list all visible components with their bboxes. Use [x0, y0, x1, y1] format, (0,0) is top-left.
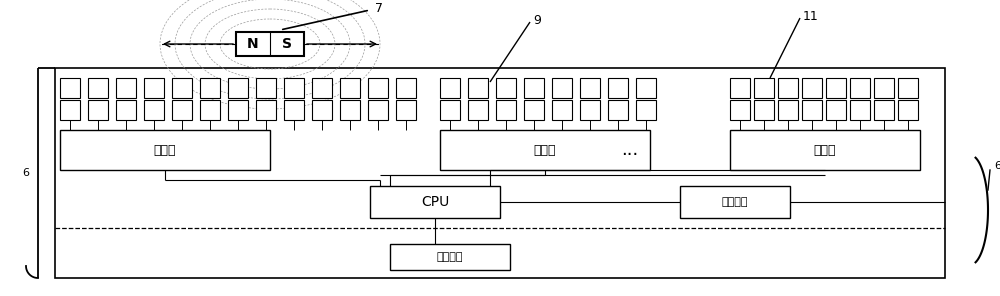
Bar: [580, 78, 600, 98]
Bar: [636, 100, 656, 120]
Bar: [552, 78, 572, 98]
Bar: [802, 100, 822, 120]
Bar: [116, 78, 136, 98]
Bar: [826, 78, 846, 98]
Bar: [802, 78, 822, 98]
Bar: [312, 100, 332, 120]
Bar: [60, 100, 80, 120]
Bar: [496, 100, 516, 120]
Bar: [826, 100, 846, 120]
Text: S: S: [282, 37, 292, 51]
Bar: [730, 100, 750, 120]
Text: 编码器: 编码器: [814, 144, 836, 157]
Text: 6: 6: [22, 168, 30, 178]
Bar: [368, 100, 388, 120]
Bar: [340, 100, 360, 120]
Text: 电源接口: 电源接口: [437, 252, 463, 262]
Bar: [200, 78, 220, 98]
Bar: [172, 78, 192, 98]
Text: 通讯接口: 通讯接口: [722, 197, 748, 207]
Bar: [552, 100, 572, 120]
Bar: [396, 100, 416, 120]
Bar: [874, 78, 894, 98]
Bar: [284, 100, 304, 120]
Bar: [608, 78, 628, 98]
Bar: [440, 100, 460, 120]
Bar: [172, 100, 192, 120]
Bar: [754, 78, 774, 98]
Bar: [636, 78, 656, 98]
Bar: [312, 78, 332, 98]
Bar: [396, 78, 416, 98]
Bar: [850, 78, 870, 98]
Text: 编码器: 编码器: [534, 144, 556, 157]
Text: 编码器: 编码器: [154, 144, 176, 157]
Bar: [88, 78, 108, 98]
Bar: [256, 78, 276, 98]
Bar: [116, 100, 136, 120]
Text: 9: 9: [533, 14, 541, 27]
Bar: [580, 100, 600, 120]
Bar: [778, 100, 798, 120]
Bar: [60, 130, 270, 170]
Text: 11: 11: [803, 9, 819, 22]
Text: 6: 6: [994, 161, 1000, 171]
Bar: [730, 130, 920, 170]
Bar: [55, 68, 945, 278]
Bar: [850, 100, 870, 120]
Bar: [730, 78, 750, 98]
Bar: [898, 78, 918, 98]
Bar: [608, 100, 628, 120]
Bar: [440, 130, 650, 170]
Bar: [898, 100, 918, 120]
Text: CPU: CPU: [421, 195, 449, 209]
Text: ...: ...: [621, 141, 639, 159]
Bar: [680, 186, 790, 218]
Bar: [390, 244, 510, 270]
Bar: [468, 78, 488, 98]
Bar: [874, 100, 894, 120]
Text: 7: 7: [375, 1, 383, 15]
Bar: [144, 78, 164, 98]
Bar: [440, 78, 460, 98]
Bar: [370, 186, 500, 218]
Bar: [524, 78, 544, 98]
Bar: [228, 78, 248, 98]
Bar: [60, 78, 80, 98]
Bar: [200, 100, 220, 120]
Bar: [524, 100, 544, 120]
Bar: [228, 100, 248, 120]
Text: N: N: [247, 37, 259, 51]
Bar: [778, 78, 798, 98]
Bar: [256, 100, 276, 120]
Bar: [368, 78, 388, 98]
Bar: [496, 78, 516, 98]
Bar: [468, 100, 488, 120]
Bar: [284, 78, 304, 98]
Bar: [88, 100, 108, 120]
Bar: [754, 100, 774, 120]
Bar: [340, 78, 360, 98]
Bar: [236, 32, 304, 56]
Bar: [144, 100, 164, 120]
